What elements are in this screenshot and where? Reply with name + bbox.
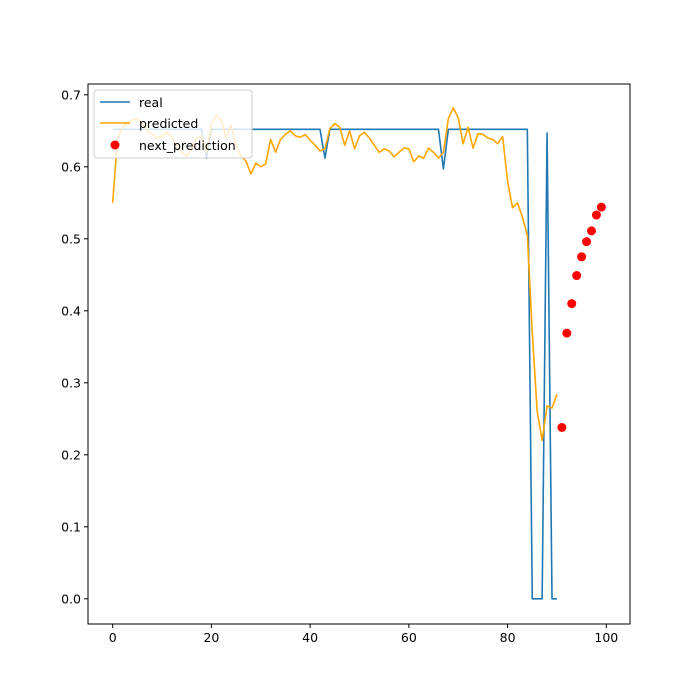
y-tick-label-0.4: 0.4 bbox=[61, 303, 81, 318]
x-tick-label-80: 80 bbox=[500, 630, 516, 645]
x-tick-label-100: 100 bbox=[594, 630, 618, 645]
legend-box bbox=[93, 89, 253, 159]
point-next-prediction-92 bbox=[562, 328, 572, 338]
point-next-prediction-93 bbox=[567, 299, 577, 309]
y-tick-label-0.7: 0.7 bbox=[61, 87, 81, 102]
legend-swatch-next-prediction bbox=[110, 140, 120, 150]
legend-label-real: real bbox=[139, 95, 163, 110]
point-next-prediction-98 bbox=[591, 210, 601, 220]
x-tick-label-20: 20 bbox=[203, 630, 219, 645]
x-tick-label-60: 60 bbox=[401, 630, 417, 645]
legend: real predicted next_prediction bbox=[93, 89, 253, 159]
x-tick-label-40: 40 bbox=[302, 630, 318, 645]
point-next-prediction-94 bbox=[572, 271, 582, 281]
x-axis: 0 20 40 60 80 100 bbox=[109, 624, 618, 645]
point-next-prediction-97 bbox=[586, 226, 596, 236]
y-tick-label-0.2: 0.2 bbox=[61, 447, 81, 462]
legend-label-next-prediction: next_prediction bbox=[139, 138, 236, 153]
point-next-prediction-99 bbox=[596, 202, 606, 212]
point-next-prediction-91 bbox=[557, 422, 567, 432]
y-tick-label-0.6: 0.6 bbox=[61, 159, 81, 174]
point-next-prediction-96 bbox=[582, 237, 592, 247]
y-tick-label-0.0: 0.0 bbox=[61, 591, 81, 606]
y-tick-label-0.3: 0.3 bbox=[61, 375, 81, 390]
x-tick-label-0: 0 bbox=[109, 630, 117, 645]
legend-label-predicted: predicted bbox=[139, 116, 198, 131]
point-next-prediction-95 bbox=[577, 252, 587, 262]
plot-frame bbox=[87, 83, 631, 625]
y-tick-label-0.5: 0.5 bbox=[61, 231, 81, 246]
y-axis: 0.0 0.1 0.2 0.3 0.4 0.5 0.6 0.7 bbox=[61, 87, 88, 606]
y-tick-label-0.1: 0.1 bbox=[61, 519, 81, 534]
